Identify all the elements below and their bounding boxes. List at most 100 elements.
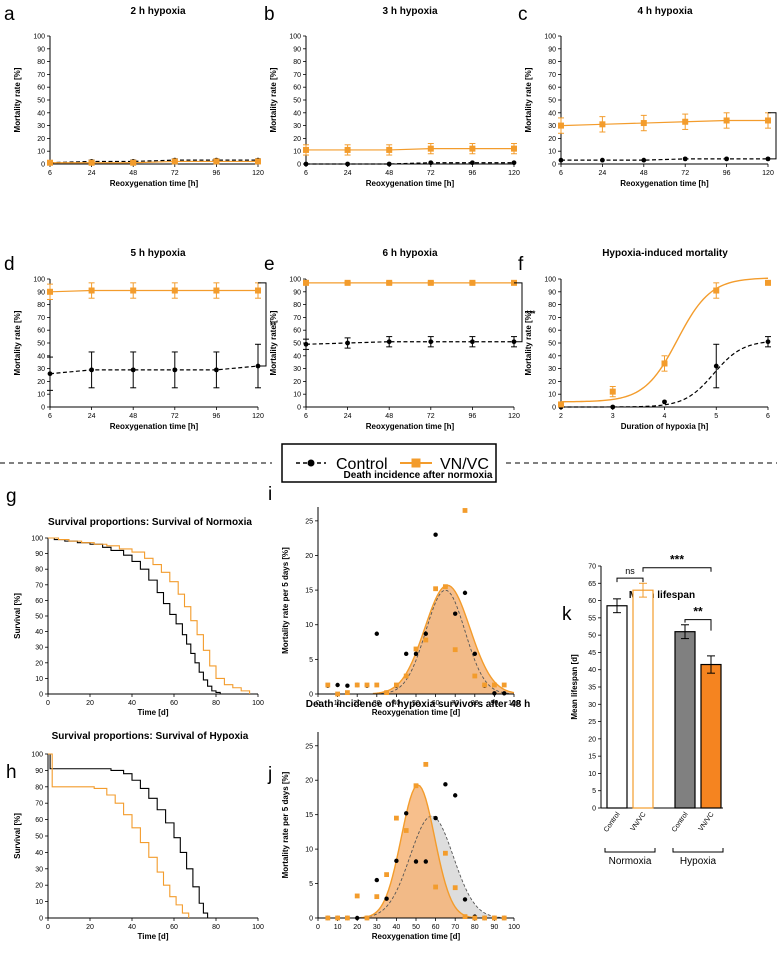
y-tick-label: 30 [35,645,43,652]
y-axis-label: Mortality rate [%] [269,67,278,132]
legend-marker-vnvc [411,458,421,468]
data-point-control [423,631,428,636]
group-bracket [672,848,724,853]
panel-f: f Hypoxia-induced mortality 0 10 20 30 40 50 60 7… [518,248,771,431]
panel-g: g Survival proportions: Survival of Normo… [6,486,264,717]
y-tick-label: 40 [548,353,556,360]
y-tick-label: 5 [309,657,313,664]
y-tick-label: 10 [588,771,596,778]
y-axis-label: Mortality rate [%] [524,67,533,132]
x-tick-label: 40 [393,924,401,931]
y-tick-label: 100 [289,34,301,41]
x-tick-label: 72 [427,170,435,177]
y-axis-label: Mean lifespan [d] [570,654,579,720]
data-point-vnvc [469,279,476,286]
data-point-vnvc [403,673,409,679]
x-tick-label: 120 [762,170,774,177]
data-point-vnvc [462,508,468,513]
y-tick-label: 30 [35,866,43,873]
significance-bracket [258,282,267,367]
y-tick-label: 5 [309,881,313,888]
data-point-vnvc [501,915,507,921]
x-axis-label: Reoxygenation time [h] [620,179,709,188]
x-tick-label: 6 [48,413,52,420]
data-point-control [662,399,667,405]
data-point-control [470,339,475,345]
data-point-vnvc [511,145,517,152]
data-point-control [172,367,178,373]
data-point-control [386,161,392,167]
data-point-vnvc [423,761,429,767]
data-point-vnvc [482,682,487,688]
x-tick-label: 20 [86,924,94,931]
y-tick-label: 25 [588,719,596,726]
y-tick-label: 0 [297,405,301,412]
y-axis-label: Survival [%] [13,593,22,639]
x-tick-label: 96 [723,170,731,177]
data-point-vnvc [325,915,331,921]
series-line-control [49,159,258,164]
data-point-vnvc [88,159,95,166]
y-tick-label: 30 [588,702,596,709]
y-tick-label: 60 [548,328,556,335]
legend: Control VN/VC [0,443,777,483]
y-tick-label: 70 [548,72,556,79]
data-point-vnvc [47,288,53,295]
y-axis-label: Survival [%] [13,813,22,859]
x-tick-label: 120 [508,170,520,177]
y-tick-label: 100 [544,34,556,41]
y-tick-label: 60 [548,85,556,92]
x-tick-label: 0 [46,700,50,707]
data-point-control [130,367,136,373]
x-tick-label: 80 [212,924,220,931]
x-tick-label: 6 [304,170,308,177]
data-point-control [511,160,517,166]
y-tick-label: 0 [592,806,596,813]
y-axis-label: Mortality rate per 5 days [%] [281,547,290,654]
panel-label: b [264,4,275,25]
data-point-vnvc [482,915,487,921]
data-point-control [374,631,379,636]
x-tick-label: 72 [171,170,179,177]
data-point-control [472,651,477,657]
x-tick-label: Control [671,811,690,834]
data-point-vnvc [599,121,606,128]
x-tick-label: 24 [88,170,96,177]
y-tick-label: 70 [35,801,43,808]
y-tick-label: 0 [39,916,43,923]
data-point-vnvc [492,915,497,921]
y-tick-label: 70 [35,582,43,589]
y-tick-label: 60 [588,598,596,605]
data-point-vnvc [640,120,647,127]
data-point-vnvc [384,690,389,696]
data-point-vnvc [386,146,393,153]
data-point-vnvc [501,682,507,688]
data-point-control [413,651,419,657]
data-point-vnvc [427,279,434,286]
y-tick-label: 40 [37,353,45,360]
y-tick-label: 70 [293,315,301,322]
y-tick-label: 20 [37,136,45,143]
x-tick-label: 20 [353,924,361,931]
data-point-control [303,161,309,167]
x-tick-label: 40 [128,700,136,707]
y-tick-label: 40 [37,110,45,117]
bar [606,605,628,809]
data-point-vnvc [213,158,220,165]
data-point-vnvc [423,637,429,643]
y-tick-label: 80 [548,59,556,66]
legend-label-control: Control [336,456,388,473]
significance-label: *** [526,309,536,318]
x-tick-label: 2 [559,413,563,420]
group-bracket [604,848,656,853]
data-point-control [600,157,605,163]
fit-area-vnvc [372,585,514,694]
x-tick-label: 72 [427,413,435,420]
y-tick-label: 30 [293,123,301,130]
y-tick-label: 40 [35,629,43,636]
data-point-control [335,682,340,688]
significance-bracket [616,577,644,583]
x-tick-label: Control [603,811,622,834]
panel-k: k Mean lifespan 0 5 10 15 20 25 30 35 40 45 50 55 60 65… [562,553,724,867]
